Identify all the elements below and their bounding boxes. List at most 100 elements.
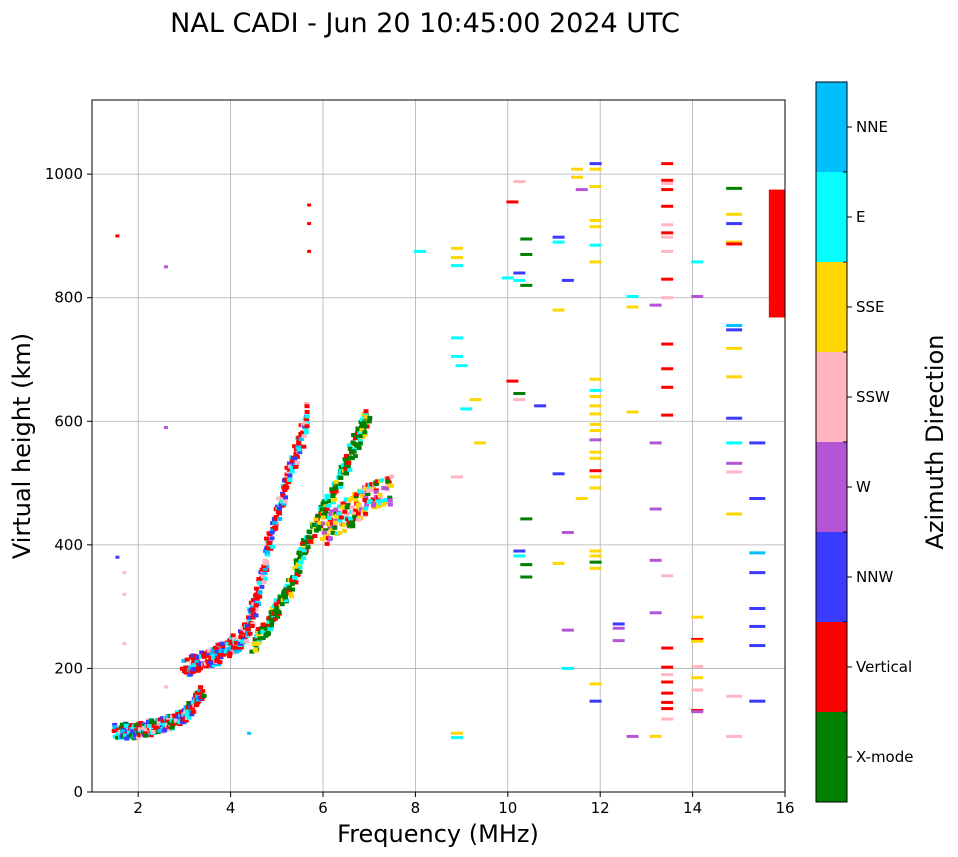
echo-cell (245, 627, 251, 632)
echo-cell (312, 534, 318, 539)
echo-cell (234, 640, 240, 645)
echo-segment (661, 700, 674, 704)
echo-cell (348, 518, 354, 523)
echo-cell (189, 712, 195, 717)
x-tick-label: 4 (226, 799, 236, 817)
echo-cell (262, 566, 268, 571)
echo-cell (236, 647, 242, 652)
x-axis-ticks: 2 4 6 8 10 12 14 16 (133, 792, 795, 817)
echo-segment (163, 425, 168, 429)
echo-segment (450, 475, 463, 479)
echo-segment (649, 611, 662, 615)
echo-cell (350, 524, 356, 529)
echo-cell (346, 523, 352, 528)
echo-cell (379, 499, 385, 504)
echo-cell (149, 718, 155, 723)
echo-segment (450, 731, 463, 735)
echo-cell (304, 424, 310, 429)
echo-cell (356, 443, 362, 448)
echo-cell (153, 725, 159, 730)
echo-cell (289, 581, 295, 586)
echo-cell (275, 614, 281, 619)
y-tick-label: 0 (73, 783, 83, 801)
echo-segment (649, 303, 662, 307)
echo-cell (264, 549, 270, 554)
echo-segment (749, 624, 766, 628)
echo-segment (661, 235, 674, 239)
echo-cell (352, 514, 358, 519)
echo-segment (749, 606, 766, 610)
echo-cell (381, 486, 387, 491)
echo-segment (726, 734, 743, 738)
colorbar-frame (815, 81, 848, 803)
echo-cell (254, 586, 260, 591)
echo-cell (180, 720, 186, 725)
echo-cell (281, 590, 287, 595)
echo-cell (330, 493, 336, 498)
echo-cell (289, 469, 295, 474)
echo-cell (369, 482, 375, 487)
echo-cell (269, 530, 275, 535)
echo-cell (359, 493, 365, 498)
echo-cell (256, 577, 262, 582)
echo-cell (358, 434, 364, 439)
y-axis-label: Virtual height (km) (8, 333, 36, 559)
echo-cell (388, 483, 394, 488)
echo-segment (589, 185, 602, 188)
echo-segment (661, 181, 674, 185)
echo-cell (376, 498, 382, 503)
echo-cell (383, 486, 389, 491)
echo-cell (304, 409, 310, 414)
echo-cell (332, 520, 338, 525)
echo-segment (589, 438, 602, 442)
echo-segment (506, 379, 519, 383)
echo-cell (321, 530, 327, 535)
echo-segment (726, 328, 743, 332)
echo-cell (357, 441, 363, 446)
data-marks (111, 162, 785, 741)
echo-cell (203, 662, 209, 667)
echo-cell (295, 572, 301, 577)
echo-segment (726, 346, 743, 350)
echo-cell (363, 506, 369, 511)
echo-cell (345, 503, 351, 508)
echo-cell (197, 688, 203, 693)
echo-cell (380, 502, 386, 507)
echo-cell (207, 659, 213, 664)
echo-segment (450, 264, 463, 268)
echo-cell (338, 481, 344, 486)
echo-cell (184, 712, 190, 717)
echo-cell (230, 633, 236, 638)
plot-frame (91, 99, 786, 793)
echo-cell (362, 432, 368, 437)
echo-cell (202, 651, 208, 656)
colorbar-swatch-nne (816, 82, 847, 173)
echo-cell (370, 497, 376, 502)
echo-segment (661, 665, 674, 669)
echo-cell (370, 503, 376, 508)
colorbar-label-w: W (856, 478, 871, 496)
echo-cell (296, 447, 302, 452)
echo-segment (661, 231, 674, 235)
echo-segment (661, 178, 674, 182)
echo-cell (288, 592, 294, 597)
echo-cell (354, 492, 360, 497)
echo-cell (120, 729, 126, 734)
echo-segment (749, 441, 766, 445)
echo-cell (324, 541, 330, 546)
echo-segment (552, 240, 565, 244)
echo-cell (330, 497, 336, 502)
echo-cell (369, 488, 375, 493)
echo-cell (264, 536, 270, 541)
echo-segment (513, 180, 526, 184)
echo-cell (349, 456, 355, 461)
echo-cell (219, 641, 225, 646)
echo-cell (157, 728, 163, 733)
echo-cell (169, 725, 175, 730)
echo-cell (260, 622, 266, 627)
echo-cell (234, 645, 240, 650)
echo-segment (589, 560, 602, 564)
echo-cell (337, 504, 343, 509)
echo-segment (589, 243, 602, 247)
